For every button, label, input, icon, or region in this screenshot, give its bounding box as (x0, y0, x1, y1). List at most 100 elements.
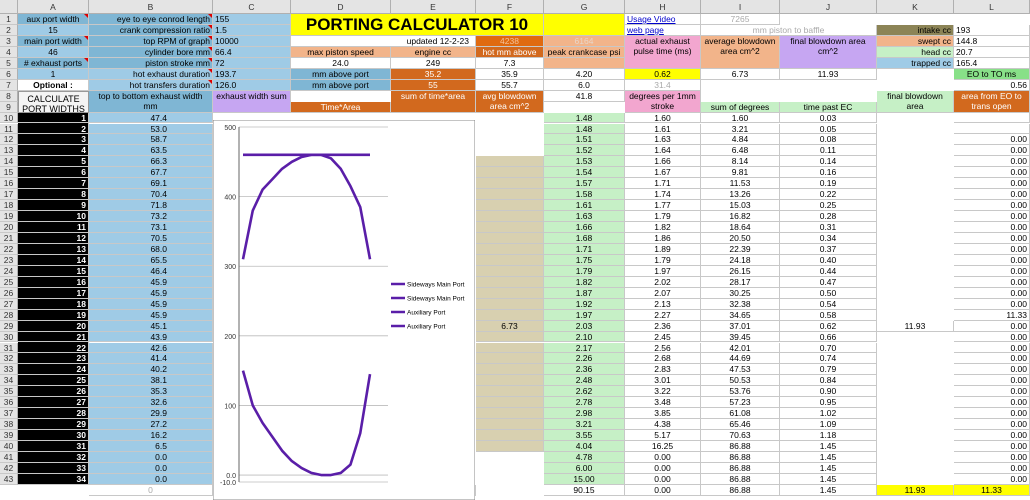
row-header[interactable]: 28 (0, 309, 18, 321)
row-header[interactable]: 36 (0, 397, 18, 409)
exhaust-width-cell[interactable]: 73.1 (89, 222, 213, 233)
exhaust-width-cell[interactable]: 0.0 (89, 462, 213, 474)
column-header-c[interactable]: C (213, 0, 291, 14)
row-header[interactable]: 39 (0, 430, 18, 442)
column-header-i[interactable]: I (701, 0, 780, 14)
exhaust-width-cell[interactable]: 0.0 (89, 452, 213, 463)
column-header-f[interactable]: F (476, 0, 544, 14)
row-header[interactable]: 12 (0, 134, 18, 146)
exhaust-width-cell[interactable]: 40.2 (89, 364, 213, 376)
exhaust-width-cell[interactable]: 46.4 (89, 265, 213, 277)
column-header-l[interactable]: L (954, 0, 1030, 14)
row-header[interactable]: 20 (0, 222, 18, 233)
row-header[interactable]: 13 (0, 145, 18, 157)
row-header[interactable]: 34 (0, 375, 18, 387)
bore-input[interactable]: 66.4 (213, 46, 291, 58)
row-header[interactable]: 8 (0, 90, 18, 102)
row-header[interactable]: 10 (0, 112, 18, 124)
row-header[interactable]: 2 (0, 24, 18, 36)
exhaust-width-cell[interactable]: 58.7 (89, 134, 213, 146)
column-header-g[interactable]: G (544, 0, 625, 14)
exhaust-width-cell[interactable]: 16.2 (89, 430, 213, 442)
row-header[interactable]: 7 (0, 79, 18, 91)
main-port-width-input[interactable]: 46 (18, 46, 89, 58)
row-header[interactable]: 15 (0, 167, 18, 179)
row-header[interactable]: 22 (0, 243, 18, 255)
column-header-j[interactable]: J (780, 0, 877, 14)
select-all-corner[interactable] (0, 0, 18, 14)
row-header[interactable]: 17 (0, 189, 18, 201)
exhaust-width-cell[interactable]: 65.5 (89, 254, 213, 266)
exhaust-width-cell[interactable]: 29.9 (89, 408, 213, 420)
row-header[interactable]: 11 (0, 123, 18, 135)
exhaust-width-cell[interactable]: 68.0 (89, 243, 213, 255)
exhaust-width-cell[interactable]: 66.3 (89, 156, 213, 168)
row-header[interactable]: 32 (0, 353, 18, 365)
column-header-h[interactable]: H (625, 0, 701, 14)
exhaust-width-cell[interactable]: 42.6 (89, 342, 213, 354)
row-header[interactable]: 16 (0, 178, 18, 190)
exhaust-ports-input[interactable]: 1 (18, 68, 89, 80)
row-header[interactable]: 19 (0, 211, 18, 223)
top-rpm-input[interactable]: 10000 (213, 35, 291, 47)
exhaust-width-cell[interactable]: 45.9 (89, 276, 213, 288)
row-header[interactable]: 24 (0, 265, 18, 277)
column-header-a[interactable]: A (18, 0, 89, 14)
row-header[interactable]: 31 (0, 342, 18, 354)
exhaust-width-cell[interactable]: 69.1 (89, 178, 213, 190)
stroke-input[interactable]: 72 (213, 57, 291, 69)
exhaust-width-cell[interactable]: 73.2 (89, 211, 213, 223)
exhaust-width-cell[interactable]: 35.3 (89, 386, 213, 398)
row-header[interactable]: 35 (0, 386, 18, 398)
exhaust-width-cell[interactable]: 38.1 (89, 375, 213, 387)
web-page-link[interactable]: web page (625, 24, 701, 36)
row-header[interactable]: 1 (0, 14, 18, 25)
exhaust-width-cell[interactable]: 63.5 (89, 145, 213, 157)
exhaust-width-cell[interactable]: 71.8 (89, 200, 213, 212)
row-header[interactable]: 37 (0, 408, 18, 420)
row-header[interactable]: 27 (0, 298, 18, 310)
row-header[interactable]: 38 (0, 419, 18, 431)
row-header[interactable]: 5 (0, 57, 18, 69)
exhaust-width-cell[interactable]: 0.0 (89, 473, 213, 485)
row-header[interactable]: 26 (0, 287, 18, 299)
row-header[interactable]: 23 (0, 254, 18, 266)
exhaust-width-cell[interactable]: 45.9 (89, 287, 213, 299)
column-header-e[interactable]: E (391, 0, 476, 14)
column-header-d[interactable]: D (291, 0, 391, 14)
exhaust-width-cell[interactable]: 45.1 (89, 320, 213, 332)
port-shape-chart[interactable]: 500 400 300 200 100 0.0-10.0 Sideways Main Por… (213, 120, 475, 500)
exhaust-width-cell[interactable]: 43.9 (89, 331, 213, 343)
row-header[interactable]: 42 (0, 462, 18, 474)
hot-exhaust-input[interactable]: 193.7 (213, 68, 291, 80)
row-header[interactable]: 18 (0, 200, 18, 212)
exhaust-width-cell[interactable]: 53.0 (89, 123, 213, 135)
exhaust-width-cell[interactable]: 41.4 (89, 353, 213, 365)
exhaust-width-cell[interactable]: 45.9 (89, 298, 213, 310)
row-header[interactable]: 41 (0, 452, 18, 463)
exhaust-width-cell[interactable]: 67.7 (89, 167, 213, 179)
row-header[interactable]: 3 (0, 35, 18, 47)
exhaust-width-cell[interactable]: 45.9 (89, 309, 213, 321)
crank-compression-input[interactable]: 1.5 (213, 24, 291, 36)
row-header[interactable]: 6 (0, 68, 18, 80)
calculate-port-widths-button[interactable]: CALCULATE PORT WIDTHS (18, 90, 89, 113)
row-header[interactable]: 43 (0, 473, 18, 485)
exhaust-width-cell[interactable]: 32.6 (89, 397, 213, 409)
row-header[interactable]: 4 (0, 46, 18, 58)
aux-port-width-input[interactable]: 15 (18, 24, 89, 36)
exhaust-width-cell[interactable]: 27.2 (89, 419, 213, 431)
column-header-b[interactable]: B (89, 0, 213, 14)
row-header[interactable]: 40 (0, 441, 18, 452)
exhaust-width-cell[interactable]: 70.4 (89, 189, 213, 201)
row-header[interactable]: 29 (0, 320, 18, 332)
column-header-k[interactable]: K (877, 0, 954, 14)
eye-conrod-input[interactable]: 155 (213, 14, 291, 25)
row-header[interactable]: 30 (0, 331, 18, 343)
row-header[interactable]: 14 (0, 156, 18, 168)
exhaust-width-cell[interactable]: 70.5 (89, 233, 213, 244)
exhaust-width-cell[interactable]: 47.4 (89, 112, 213, 124)
row-header[interactable]: 33 (0, 364, 18, 376)
usage-video-link[interactable]: Usage Video (625, 14, 701, 25)
hot-transfers-input[interactable]: 126.0 (213, 79, 291, 91)
